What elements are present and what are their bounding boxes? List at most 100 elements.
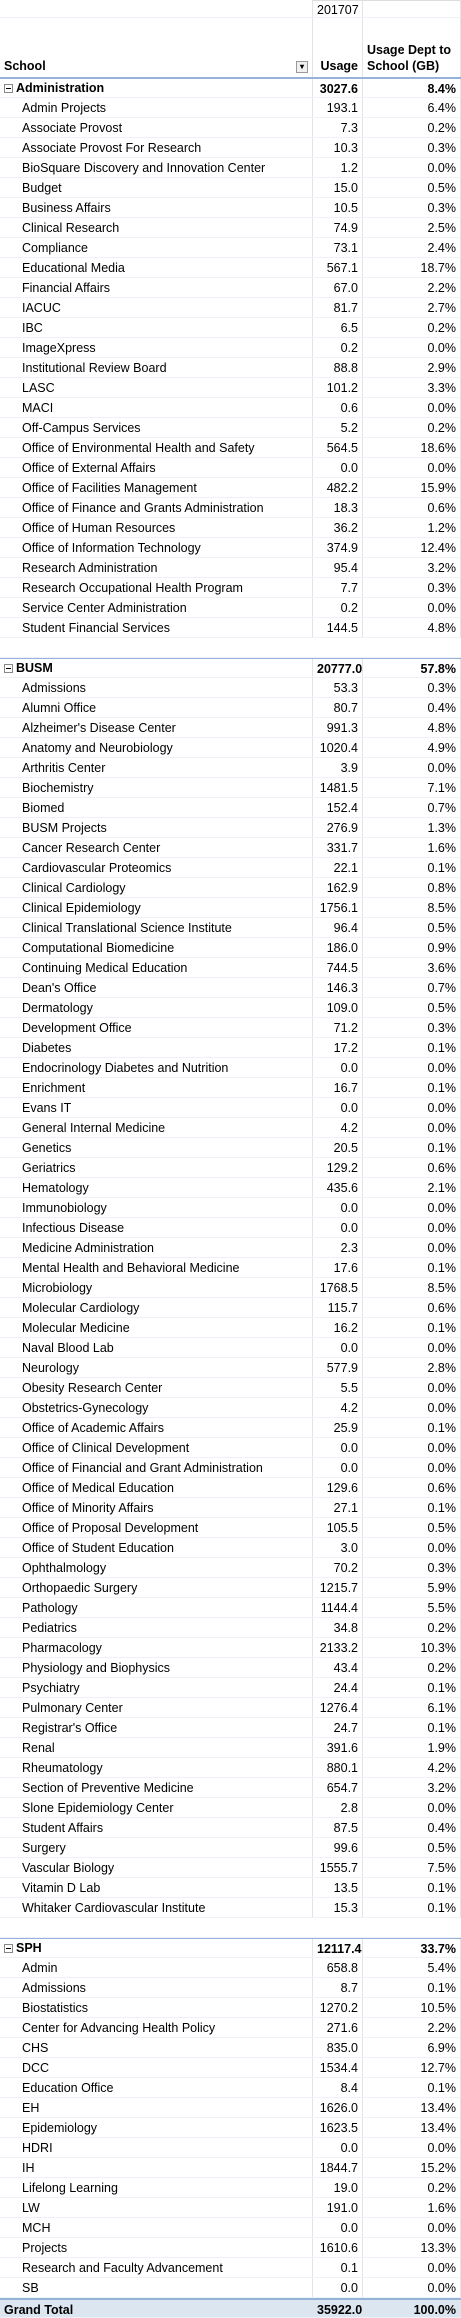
item-row: CHS 835.0 6.9% bbox=[0, 2038, 461, 2058]
label-cell: Office of Student Education bbox=[0, 1538, 313, 1557]
label-cell: LASC bbox=[0, 378, 313, 397]
usage-cell: 1844.7 bbox=[313, 2158, 363, 2177]
item-row: Infectious Disease 0.0 0.0% bbox=[0, 1218, 461, 1238]
pct-cell: 0.9% bbox=[363, 938, 461, 957]
item-row: Psychiatry 24.4 0.1% bbox=[0, 1678, 461, 1698]
collapse-button[interactable] bbox=[4, 1943, 13, 1953]
pct-cell: 13.3% bbox=[363, 2238, 461, 2257]
pct-cell: 1.6% bbox=[363, 838, 461, 857]
pct-cell: 7.1% bbox=[363, 778, 461, 797]
pct-cell: 0.1% bbox=[363, 1138, 461, 1157]
collapse-button[interactable] bbox=[4, 663, 13, 673]
item-row: Biochemistry 1481.5 7.1% bbox=[0, 778, 461, 798]
item-row: Educational Media 567.1 18.7% bbox=[0, 258, 461, 278]
pct-cell: 0.0% bbox=[363, 758, 461, 777]
group-row: Administration 3027.6 8.4% bbox=[0, 78, 461, 98]
item-row: Research and Faculty Advancement 0.1 0.0% bbox=[0, 2258, 461, 2278]
label-cell bbox=[0, 1918, 313, 1937]
label-cell: Diabetes bbox=[0, 1038, 313, 1057]
item-row: Diabetes 17.2 0.1% bbox=[0, 1038, 461, 1058]
usage-cell: 193.1 bbox=[313, 98, 363, 117]
pct-cell: 0.0% bbox=[363, 1438, 461, 1457]
pct-cell: 10.3% bbox=[363, 1638, 461, 1657]
pct-cell: 0.2% bbox=[363, 418, 461, 437]
usage-cell: 2133.2 bbox=[313, 1638, 363, 1657]
label-cell: Renal bbox=[0, 1738, 313, 1757]
label-cell: IH bbox=[0, 2158, 313, 2177]
item-row: IACUC 81.7 2.7% bbox=[0, 298, 461, 318]
item-row: Evans IT 0.0 0.0% bbox=[0, 1098, 461, 1118]
item-row: ImageXpress 0.2 0.0% bbox=[0, 338, 461, 358]
usage-cell: 109.0 bbox=[313, 998, 363, 1017]
pct-cell: 4.8% bbox=[363, 718, 461, 737]
usage-cell: 10.3 bbox=[313, 138, 363, 157]
label-cell: Slone Epidemiology Center bbox=[0, 1798, 313, 1817]
usage-cell: 13.5 bbox=[313, 1878, 363, 1897]
item-row: Pediatrics 34.8 0.2% bbox=[0, 1618, 461, 1638]
usage-cell: 17.2 bbox=[313, 1038, 363, 1057]
label-cell: Administration bbox=[0, 79, 313, 97]
item-row: DCC 1534.4 12.7% bbox=[0, 2058, 461, 2078]
pct-cell: 0.6% bbox=[363, 1158, 461, 1177]
header-row: School ▾ Usage Usage Dept to School (GB) bbox=[0, 18, 461, 78]
pct-cell: 0.5% bbox=[363, 1518, 461, 1537]
item-row: SB 0.0 0.0% bbox=[0, 2278, 461, 2298]
pct-cell: 0.0% bbox=[363, 1218, 461, 1237]
usage-cell: 105.5 bbox=[313, 1518, 363, 1537]
item-row: Office of Finance and Grants Administrat… bbox=[0, 498, 461, 518]
label-cell: Orthopaedic Surgery bbox=[0, 1578, 313, 1597]
usage-cell: 74.9 bbox=[313, 218, 363, 237]
item-row: BUSM Projects 276.9 1.3% bbox=[0, 818, 461, 838]
filter-button[interactable]: ▾ bbox=[296, 61, 308, 73]
pct-cell: 18.6% bbox=[363, 438, 461, 457]
item-row: Vascular Biology 1555.7 7.5% bbox=[0, 1858, 461, 1878]
pct-cell bbox=[363, 1918, 461, 1937]
pct-cell: 0.1% bbox=[363, 1038, 461, 1057]
item-row: Education Office 8.4 0.1% bbox=[0, 2078, 461, 2098]
pct-cell: 8.5% bbox=[363, 1278, 461, 1297]
usage-cell: 4.2 bbox=[313, 1398, 363, 1417]
blank-row bbox=[0, 638, 461, 658]
pct-cell: 0.6% bbox=[363, 1478, 461, 1497]
label-cell: Associate Provost bbox=[0, 118, 313, 137]
usage-cell: 20777.0 bbox=[313, 659, 363, 677]
grand-total-row: Grand Total 35922.0 100.0% bbox=[0, 2298, 461, 2318]
label-cell: Office of Medical Education bbox=[0, 1478, 313, 1497]
label-cell bbox=[0, 638, 313, 657]
collapse-button[interactable] bbox=[4, 83, 13, 93]
item-row: Office of Minority Affairs 27.1 0.1% bbox=[0, 1498, 461, 1518]
usage-cell: 5.2 bbox=[313, 418, 363, 437]
usage-cell: 374.9 bbox=[313, 538, 363, 557]
pct-cell: 1.2% bbox=[363, 518, 461, 537]
item-row: Medicine Administration 2.3 0.0% bbox=[0, 1238, 461, 1258]
pct-cell: 0.0% bbox=[363, 2218, 461, 2237]
pct-cell: 0.3% bbox=[363, 678, 461, 697]
item-row: HDRI 0.0 0.0% bbox=[0, 2138, 461, 2158]
label-cell: Geriatrics bbox=[0, 1158, 313, 1177]
usage-cell: 20.5 bbox=[313, 1138, 363, 1157]
item-row: Neurology 577.9 2.8% bbox=[0, 1358, 461, 1378]
usage-cell: 0.0 bbox=[313, 2218, 363, 2237]
usage-cell: 7.7 bbox=[313, 578, 363, 597]
pct-cell: 0.2% bbox=[363, 318, 461, 337]
item-row: Clinical Epidemiology 1756.1 8.5% bbox=[0, 898, 461, 918]
usage-cell: 1276.4 bbox=[313, 1698, 363, 1717]
usage-cell: 18.3 bbox=[313, 498, 363, 517]
pct-cell: 0.0% bbox=[363, 1398, 461, 1417]
usage-cell: 34.8 bbox=[313, 1618, 363, 1637]
label-cell: Neurology bbox=[0, 1358, 313, 1377]
pct-cell: 0.2% bbox=[363, 1618, 461, 1637]
group-row: SPH 12117.4 33.7% bbox=[0, 1938, 461, 1958]
label-cell: Office of External Affairs bbox=[0, 458, 313, 477]
label-cell: Research Administration bbox=[0, 558, 313, 577]
pct-cell: 4.2% bbox=[363, 1758, 461, 1777]
pct-cell: 2.1% bbox=[363, 1178, 461, 1197]
usage-cell: 835.0 bbox=[313, 2038, 363, 2057]
pct-cell: 0.1% bbox=[363, 1418, 461, 1437]
item-row: Dean's Office 146.3 0.7% bbox=[0, 978, 461, 998]
label-cell: Admissions bbox=[0, 1978, 313, 1997]
label-cell: EH bbox=[0, 2098, 313, 2117]
pct-cell: 13.4% bbox=[363, 2118, 461, 2137]
label-cell: DCC bbox=[0, 2058, 313, 2077]
item-row: General Internal Medicine 4.2 0.0% bbox=[0, 1118, 461, 1138]
